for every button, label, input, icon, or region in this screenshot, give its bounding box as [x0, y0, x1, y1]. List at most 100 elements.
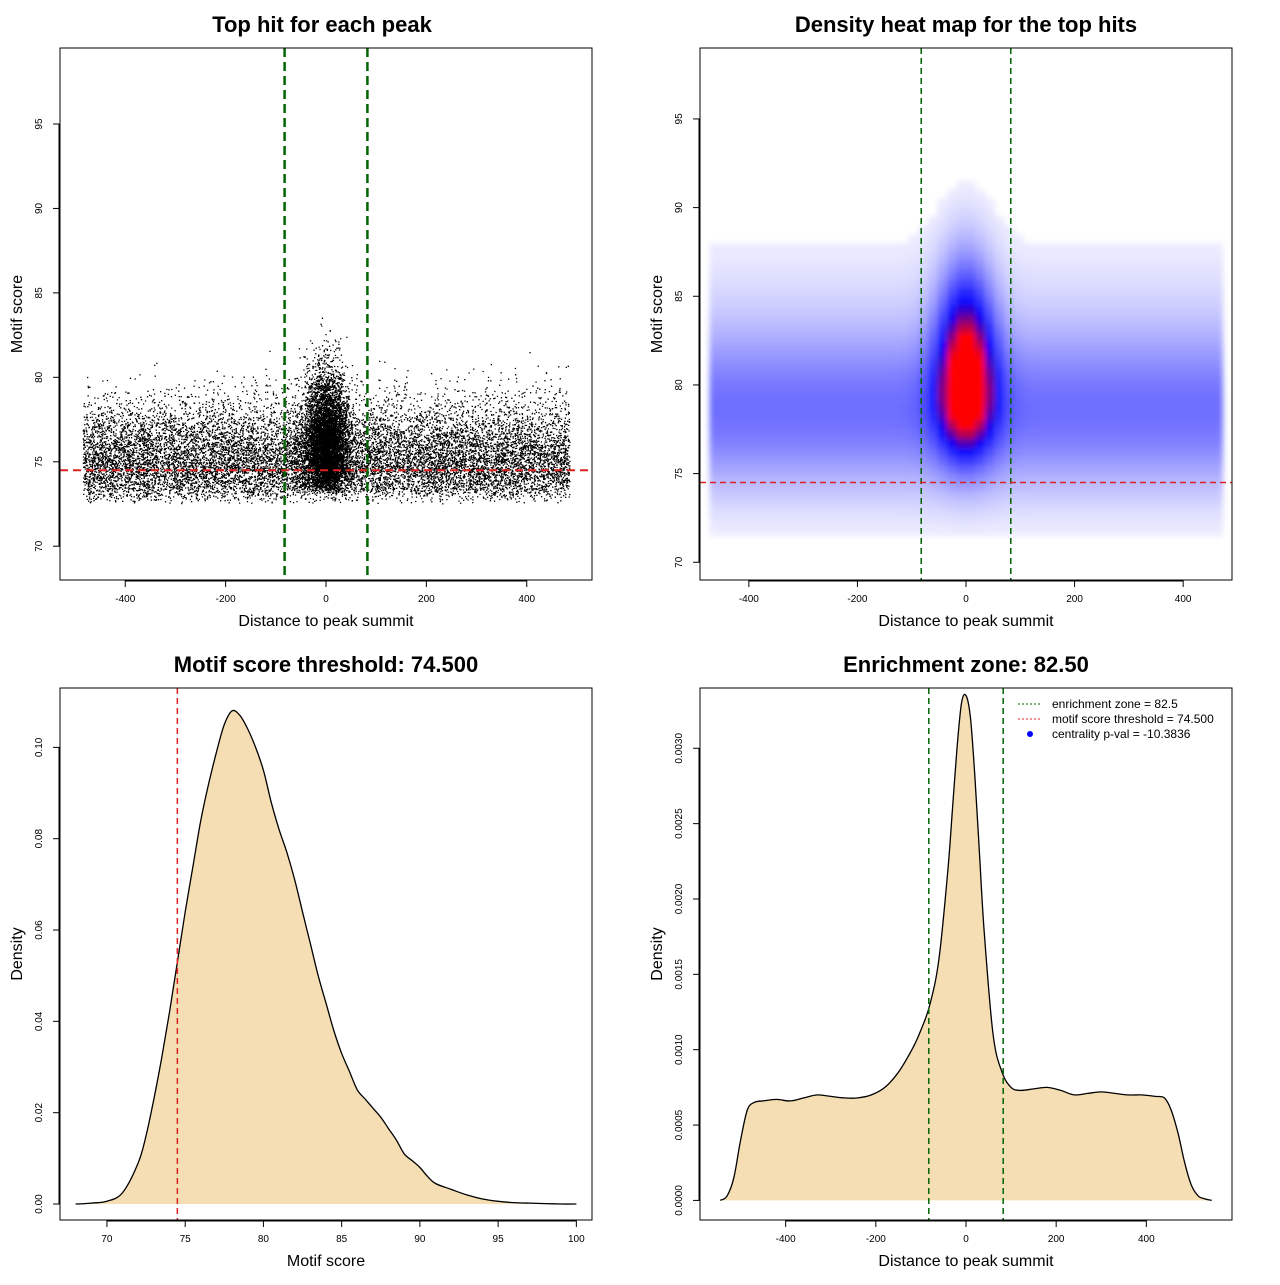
- heatmap-cell: [1203, 411, 1214, 421]
- heatmap-cell: [1023, 314, 1034, 324]
- heatmap-cell: [1032, 269, 1043, 280]
- heatmap-cell: [1042, 367, 1053, 377]
- heatmap-cell: [1203, 340, 1214, 351]
- heatmap-cell: [1146, 473, 1157, 484]
- heatmap-cell: [994, 447, 1005, 457]
- heatmap-cell: [937, 447, 948, 457]
- heatmap-cell: [1137, 447, 1148, 457]
- heatmap-cell: [975, 216, 986, 226]
- heatmap-cell: [861, 384, 872, 395]
- heatmap-cell: [804, 509, 815, 519]
- heatmap-cell: [814, 243, 825, 253]
- legend-pval: centrality p-val = -10.3836: [1052, 727, 1191, 741]
- heatmap-cell: [956, 420, 967, 430]
- heatmap-cell: [890, 322, 901, 333]
- heatmap-cell: [899, 305, 910, 315]
- heatmap-cell: [1023, 526, 1034, 537]
- heatmap-cell: [1156, 251, 1167, 262]
- heatmap-cell: [909, 358, 920, 368]
- heatmap-cell: [785, 340, 796, 351]
- heatmap-cell: [861, 278, 872, 288]
- heatmap-cell: [1013, 517, 1024, 528]
- heatmap-cell: [947, 331, 958, 342]
- heatmap-cell: [728, 447, 739, 457]
- heatmap-cell: [823, 420, 834, 430]
- heatmap-cell: [1175, 269, 1186, 280]
- heatmap-cell: [1108, 517, 1119, 528]
- heatmap-cell: [890, 473, 901, 484]
- heatmap-cell: [776, 526, 787, 537]
- distance-density-y-tick-label: 0.0025: [674, 808, 685, 839]
- heatmap-cell: [1080, 314, 1091, 324]
- heatmap-cell: [823, 322, 834, 333]
- heatmap-cell: [1137, 464, 1148, 475]
- heatmap-cell: [1184, 429, 1195, 439]
- heatmap-cell: [728, 305, 739, 315]
- heatmap-cell: [994, 500, 1005, 510]
- heatmap-cell: [738, 314, 749, 324]
- heatmap-cell: [928, 340, 939, 351]
- score-density-area-fill: [75, 710, 577, 1205]
- heatmap-cell: [1175, 411, 1186, 421]
- score-density-plot-area: [75, 688, 577, 1220]
- heatmap-cell: [966, 438, 977, 448]
- heatmap-cell: [1194, 411, 1205, 421]
- heatmap-cell: [1099, 287, 1110, 297]
- heatmap-cell: [757, 349, 768, 359]
- heatmap-cell: [1156, 464, 1167, 475]
- heatmap-cell: [1137, 509, 1148, 519]
- heatmap-cell: [985, 491, 996, 501]
- heatmap-cell: [1127, 331, 1138, 342]
- heatmap-cell: [966, 491, 977, 501]
- heatmap-cell: [1156, 322, 1167, 333]
- heatmap-cell: [994, 482, 1005, 492]
- heatmap-cell: [909, 260, 920, 271]
- heatmap-cell: [966, 251, 977, 262]
- heatmap-cell: [928, 305, 939, 315]
- heatmap-cell: [966, 331, 977, 342]
- heatmap-cell: [766, 526, 777, 537]
- heatmap-cell: [814, 393, 825, 404]
- heatmap-cell: [1203, 251, 1214, 262]
- heatmap-cell: [842, 447, 853, 457]
- heatmap-cell: [1042, 340, 1053, 351]
- distance-density-y-tick-label: 0.0010: [674, 1034, 685, 1065]
- score-density-y-tick-label: 0.10: [34, 737, 45, 757]
- heatmap-cell: [1175, 367, 1186, 377]
- heatmap-cell: [1042, 376, 1053, 386]
- heatmap-cell: [1089, 314, 1100, 324]
- heatmap-cell: [842, 464, 853, 475]
- heatmap-cell: [899, 340, 910, 351]
- heatmap-cell: [1127, 243, 1138, 253]
- heatmap-cell: [1203, 384, 1214, 395]
- heatmap-cell: [1061, 526, 1072, 537]
- heatmap-cell: [1165, 331, 1176, 342]
- heatmap-cell: [871, 367, 882, 377]
- heatmap-cell: [785, 296, 796, 306]
- heatmap-cell: [1089, 464, 1100, 475]
- heatmap-cell: [1203, 420, 1214, 430]
- heatmap-cell: [842, 251, 853, 262]
- heatmap-cell: [1004, 269, 1015, 280]
- heatmap-cell: [947, 278, 958, 288]
- heatmap-cell: [1080, 278, 1091, 288]
- heatmap-cell: [738, 367, 749, 377]
- heatmap-cell: [728, 473, 739, 484]
- heatmap-cell: [795, 482, 806, 492]
- heatmap-cell: [785, 429, 796, 439]
- heatmap-cell: [956, 251, 967, 262]
- heatmap-cell: [747, 331, 758, 342]
- heatmap-cell: [975, 331, 986, 342]
- heatmap-cell: [928, 225, 939, 235]
- score-density-curve: [75, 709, 577, 1205]
- heatmap-cell: [994, 384, 1005, 395]
- heatmap-cell: [928, 482, 939, 492]
- heatmap-cell: [852, 367, 863, 377]
- heatmap-cell: [757, 491, 768, 501]
- heatmap-cell: [776, 367, 787, 377]
- heatmap-cell: [1175, 402, 1186, 413]
- heatmap-cell: [994, 455, 1005, 466]
- heatmap-cell: [966, 207, 977, 218]
- heatmap-cell: [1184, 509, 1195, 519]
- heatmap-cell: [928, 322, 939, 333]
